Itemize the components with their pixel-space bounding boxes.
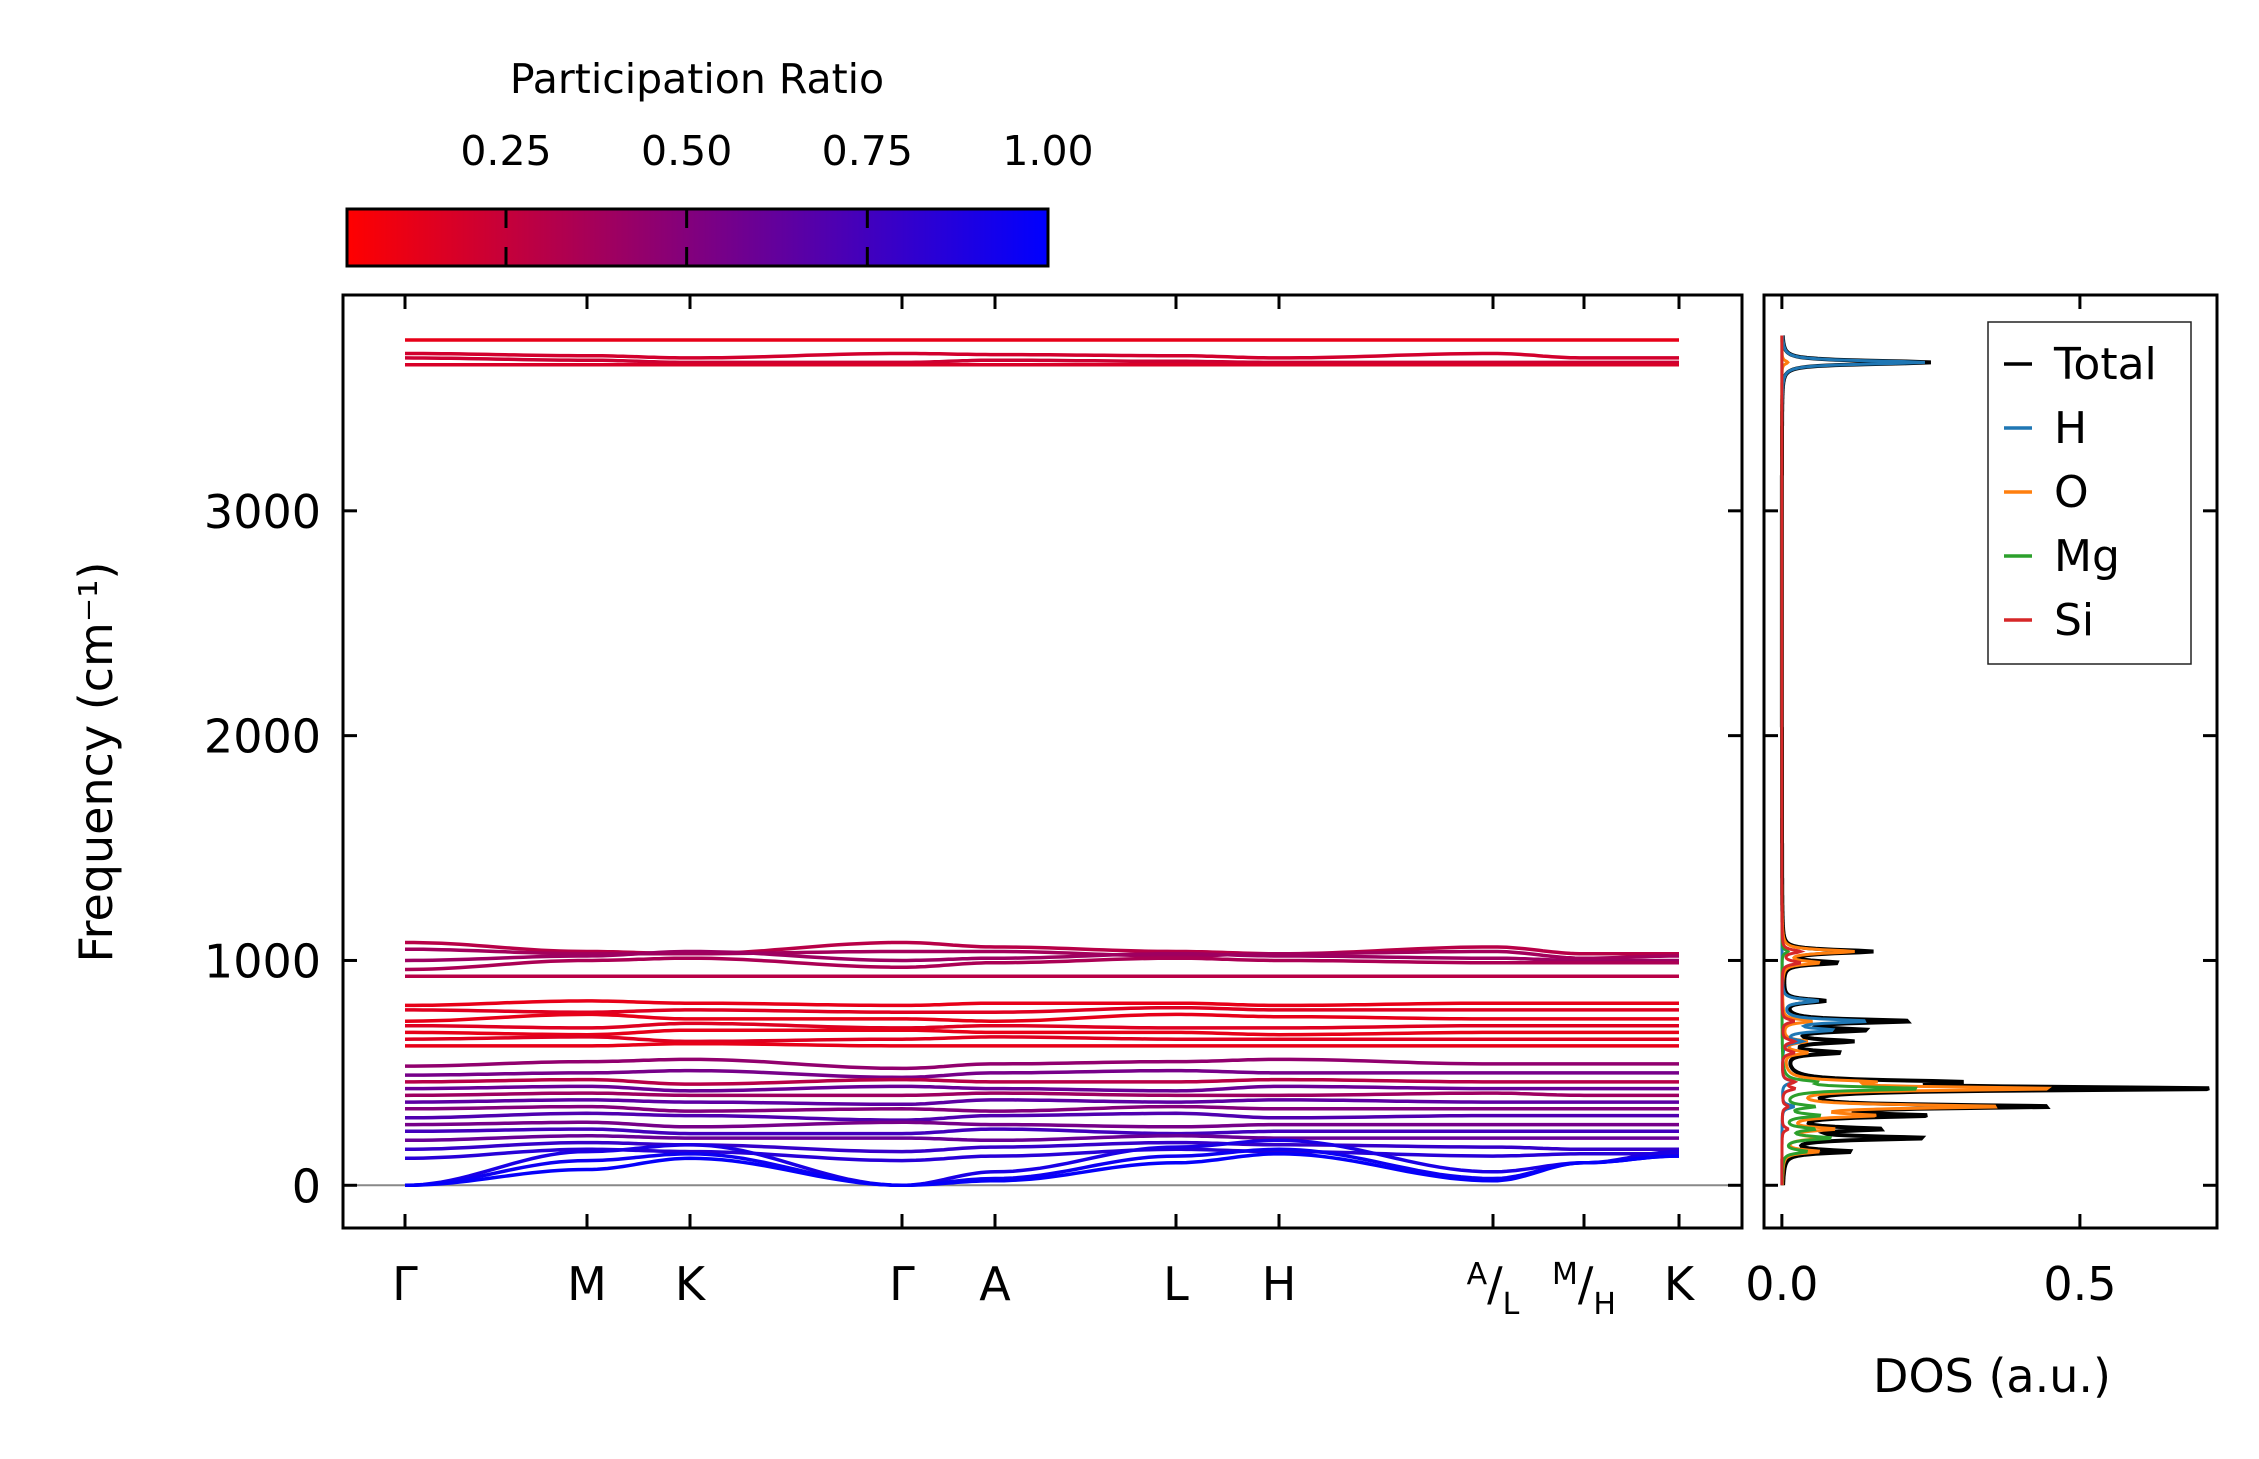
phonon-band	[405, 1077, 1679, 1086]
dos-x-tick-label: 0.5	[2043, 1257, 2116, 1311]
phonon-band	[405, 1111, 1679, 1122]
phonon-band	[405, 1005, 1679, 1014]
colorbar-tick-label: 0.25	[460, 127, 551, 175]
phonon-band	[404, 1091, 1679, 1098]
colorbar-tick-label: 0.50	[641, 127, 732, 175]
x-tick-label: A	[979, 1257, 1011, 1311]
phonon-band	[404, 356, 1679, 365]
colorbar: Participation Ratio 0.25 0.50 0.75 1.00	[345, 55, 1094, 268]
x-tick-label: Γ	[889, 1257, 915, 1311]
legend-label: O	[2054, 467, 2089, 518]
band-axes-frame	[341, 293, 1744, 1230]
phonon-band	[405, 1084, 1679, 1093]
dos-curve-si	[1780, 335, 1806, 1186]
phonon-band	[405, 1057, 1679, 1071]
x-tick-label: K	[1664, 1257, 1696, 1311]
y-tick-label: 1000	[204, 934, 321, 988]
phonon-band	[404, 956, 1679, 972]
phonon-band	[405, 351, 1679, 360]
x-tick-label: A/L	[1467, 1257, 1520, 1322]
phonon-band	[405, 1134, 1679, 1143]
phonon-band	[405, 1140, 1679, 1154]
y-axis-label: Frequency (cm⁻¹)	[69, 562, 123, 963]
phonon-band	[405, 999, 1679, 1008]
x-tick-label: K	[675, 1257, 707, 1311]
phonon-band	[405, 1098, 1679, 1107]
legend-label: H	[2054, 403, 2087, 454]
x-tick-label: H	[1262, 1257, 1297, 1311]
colorbar-gradient	[345, 207, 1050, 268]
phonon-band	[404, 1138, 1679, 1188]
dos-x-tick-label: 0.0	[1745, 1257, 1818, 1311]
x-tick-label: M	[567, 1257, 607, 1311]
dos-curve-h	[1780, 335, 1925, 1186]
dos-x-axis-label: DOS (a.u.)	[1873, 1349, 2111, 1403]
legend-label: Total	[2053, 339, 2157, 390]
phonon-band	[404, 949, 1679, 963]
legend: Total HO Mg Si	[1987, 321, 2192, 665]
dos-panel: 0.0 0.5 DOS (a.u.) Total HO Mg Si	[1745, 293, 2219, 1403]
phonon-band	[405, 1127, 1679, 1136]
phonon-band	[405, 1021, 1679, 1030]
phonon-band	[405, 1068, 1679, 1080]
legend-label: Si	[2054, 595, 2094, 646]
colorbar-label: Participation Ratio	[510, 55, 884, 103]
y-tick-label: 2000	[204, 710, 321, 764]
phonon-band	[404, 1012, 1679, 1023]
band-structure-panel: 0 1000 2000 3000 Γ M K Γ A L H A/L M/H K Frequency (c…	[69, 293, 2217, 1322]
y-tick-label: 3000	[204, 485, 321, 539]
phonon-band	[404, 1152, 1679, 1188]
y-tick-label: 0	[292, 1159, 321, 1213]
phonon-band	[405, 1041, 1679, 1048]
x-tick-label: M/H	[1552, 1257, 1616, 1322]
phonon-band	[405, 1104, 1679, 1113]
x-tick-label: L	[1163, 1257, 1189, 1311]
phonon-band	[404, 1035, 1679, 1044]
colorbar-tick-label: 1.00	[1002, 127, 1093, 175]
legend-label: Mg	[2054, 531, 2120, 582]
dos-axes-frame	[1762, 293, 2219, 1230]
colorbar-tick-label: 0.75	[822, 127, 913, 175]
phonon-band	[405, 1120, 1679, 1129]
phonon-band	[405, 1147, 1679, 1163]
x-tick-label: Γ	[392, 1257, 418, 1311]
phonon-band	[405, 1028, 1679, 1037]
